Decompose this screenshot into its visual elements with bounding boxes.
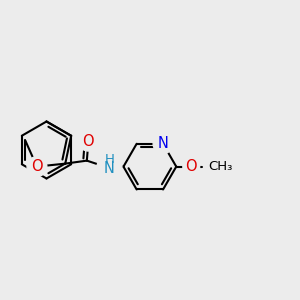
Text: N: N bbox=[158, 136, 169, 151]
Text: N: N bbox=[104, 161, 115, 176]
Text: O: O bbox=[82, 134, 94, 148]
Text: CH₃: CH₃ bbox=[208, 160, 232, 173]
Text: H: H bbox=[104, 153, 114, 166]
Circle shape bbox=[79, 131, 98, 151]
Circle shape bbox=[97, 155, 122, 181]
Circle shape bbox=[27, 157, 47, 176]
Circle shape bbox=[153, 134, 173, 154]
Text: O: O bbox=[31, 159, 43, 174]
Circle shape bbox=[183, 158, 200, 175]
Text: O: O bbox=[185, 159, 197, 174]
